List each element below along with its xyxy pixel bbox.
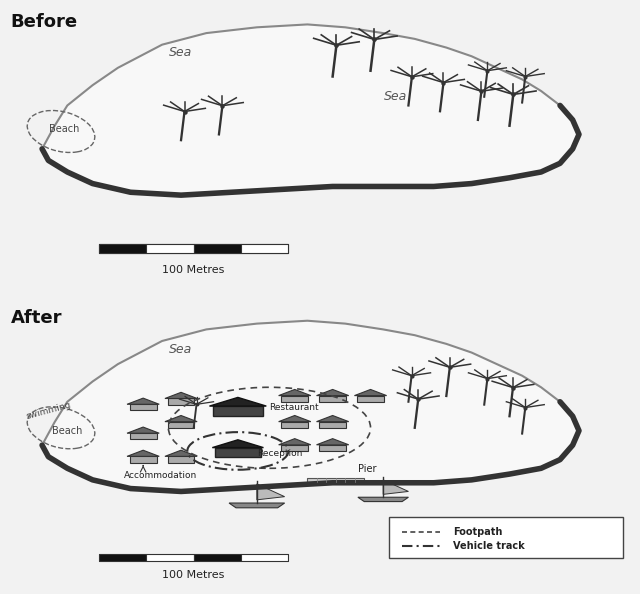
Polygon shape bbox=[165, 415, 197, 422]
Polygon shape bbox=[130, 456, 157, 463]
Text: Beach: Beach bbox=[49, 124, 79, 134]
Polygon shape bbox=[165, 450, 197, 456]
Polygon shape bbox=[278, 415, 311, 422]
Text: Beach: Beach bbox=[52, 426, 83, 435]
Polygon shape bbox=[168, 422, 195, 428]
Text: 100 Metres: 100 Metres bbox=[163, 570, 225, 580]
Polygon shape bbox=[127, 450, 159, 456]
Text: Sea: Sea bbox=[384, 90, 408, 103]
Polygon shape bbox=[282, 422, 308, 428]
Polygon shape bbox=[168, 456, 195, 463]
Text: After: After bbox=[10, 309, 62, 327]
Polygon shape bbox=[358, 497, 408, 501]
Polygon shape bbox=[317, 390, 349, 396]
FancyBboxPatch shape bbox=[390, 517, 623, 558]
Text: swimming: swimming bbox=[25, 400, 72, 421]
Text: Restaurant: Restaurant bbox=[269, 403, 319, 412]
Polygon shape bbox=[282, 396, 308, 402]
Polygon shape bbox=[319, 422, 346, 428]
Polygon shape bbox=[42, 24, 579, 195]
Text: Footpath: Footpath bbox=[452, 527, 502, 537]
Text: Pier: Pier bbox=[358, 464, 376, 474]
Text: Sea: Sea bbox=[170, 46, 193, 59]
Text: Accommodation: Accommodation bbox=[124, 471, 197, 480]
Text: Sea: Sea bbox=[170, 343, 193, 356]
Polygon shape bbox=[212, 406, 263, 416]
Polygon shape bbox=[168, 399, 195, 405]
Polygon shape bbox=[355, 390, 387, 396]
Polygon shape bbox=[282, 445, 308, 451]
Polygon shape bbox=[127, 427, 159, 433]
Polygon shape bbox=[229, 503, 285, 508]
Text: Vehicle track: Vehicle track bbox=[452, 541, 524, 551]
Polygon shape bbox=[130, 433, 157, 440]
Polygon shape bbox=[317, 415, 349, 422]
Polygon shape bbox=[319, 396, 346, 402]
Polygon shape bbox=[278, 390, 311, 396]
Polygon shape bbox=[307, 478, 364, 482]
Text: 100 Metres: 100 Metres bbox=[163, 264, 225, 274]
Polygon shape bbox=[130, 405, 157, 410]
Polygon shape bbox=[42, 321, 579, 491]
Polygon shape bbox=[278, 438, 311, 445]
Polygon shape bbox=[357, 396, 384, 402]
Text: Before: Before bbox=[10, 13, 77, 31]
Polygon shape bbox=[319, 445, 346, 451]
Polygon shape bbox=[127, 398, 159, 405]
Text: Reception: Reception bbox=[257, 449, 302, 459]
Polygon shape bbox=[212, 440, 264, 448]
Polygon shape bbox=[215, 448, 260, 457]
Polygon shape bbox=[317, 438, 349, 445]
Polygon shape bbox=[209, 397, 266, 406]
Polygon shape bbox=[165, 393, 197, 399]
Polygon shape bbox=[383, 480, 408, 494]
Polygon shape bbox=[257, 484, 285, 500]
